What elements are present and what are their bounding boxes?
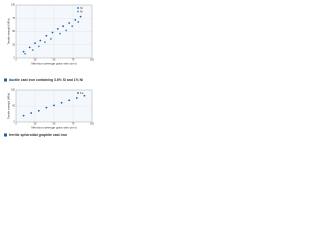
data-point xyxy=(22,50,25,53)
legend-marker xyxy=(77,10,79,13)
x-tick-label: 25 xyxy=(34,123,37,126)
data-point xyxy=(56,27,59,30)
x-tick-label: 75 xyxy=(72,123,75,126)
data-point xyxy=(62,25,65,28)
data-point xyxy=(30,112,33,114)
data-point xyxy=(53,104,55,107)
y-tick-label: 0 xyxy=(14,121,16,124)
y-tick-label: 100 xyxy=(11,89,16,92)
x-tick-label: 0 xyxy=(15,59,17,62)
legend-label: Fe xyxy=(80,91,84,95)
x-tick-label: 100 xyxy=(90,59,95,62)
data-point xyxy=(39,39,42,42)
data-point xyxy=(31,49,34,51)
x-axis-label: Minimum average grain size (mm) xyxy=(31,61,76,65)
data-point xyxy=(68,99,71,102)
x-tick-label: 100 xyxy=(90,123,95,126)
data-point xyxy=(71,25,74,28)
data-point xyxy=(45,34,48,37)
data-point xyxy=(50,38,52,40)
legend-label: Ni xyxy=(80,9,83,13)
data-point xyxy=(74,18,77,21)
data-point xyxy=(28,46,31,49)
data-point xyxy=(22,114,25,117)
legend-marker xyxy=(77,92,79,94)
caption-marker xyxy=(4,78,7,82)
data-point xyxy=(65,29,68,32)
y-axis-label: Tensile strength (MPa) xyxy=(7,18,11,44)
y-axis-label: Tensile strength (MPa) xyxy=(7,93,11,119)
data-point xyxy=(79,15,82,18)
x-tick-label: 75 xyxy=(72,59,75,62)
data-point xyxy=(34,42,36,45)
x-tick-label: 0 xyxy=(15,123,17,126)
x-axis-label: Minimum average grain size (mm) xyxy=(31,125,76,129)
x-tick-label: 50 xyxy=(53,123,56,126)
caption: ductile cast iron containing 3.6% Si and… xyxy=(9,78,83,82)
y-tick-label: 50 xyxy=(12,30,15,33)
caption-marker xyxy=(4,133,7,137)
data-point xyxy=(51,31,54,34)
y-tick-label: 100 xyxy=(11,4,16,7)
data-point xyxy=(77,21,80,23)
x-tick-label: 25 xyxy=(34,59,37,62)
y-tick-label: 50 xyxy=(12,105,15,108)
data-point xyxy=(68,22,71,24)
data-point xyxy=(37,109,40,112)
data-point xyxy=(24,52,27,55)
data-point xyxy=(43,41,46,43)
data-point xyxy=(37,45,40,48)
data-point xyxy=(45,106,48,109)
data-point xyxy=(83,94,86,97)
caption: ferritic spheroidal graphite cast iron xyxy=(9,133,67,137)
data-point xyxy=(59,32,61,35)
legend-marker xyxy=(77,7,79,9)
legend-label: Si xyxy=(80,6,83,10)
data-point xyxy=(75,97,78,99)
y-tick-label: 0 xyxy=(14,57,16,60)
data-point xyxy=(60,101,63,104)
y-tick-label: 25 xyxy=(12,43,15,46)
y-tick-label: 75 xyxy=(12,17,15,20)
x-tick-label: 50 xyxy=(53,59,56,62)
page: 0 25 50 75 100 0 25 50 75 100 Minimum average grai… xyxy=(4,4,95,137)
